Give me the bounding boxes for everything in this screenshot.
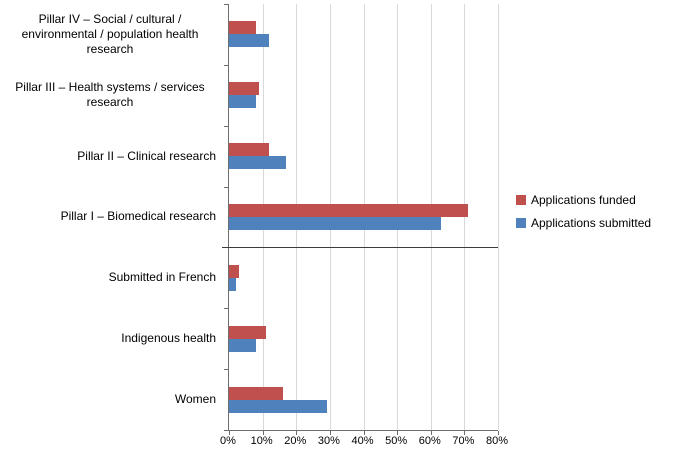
category-label-text: Submitted in French	[108, 270, 216, 285]
legend-label-funded: Applications funded	[531, 193, 636, 207]
y-tickmark	[224, 369, 228, 371]
category-label: Pillar IV – Social / cultural / environm…	[0, 4, 222, 65]
category-label-text: Pillar IV – Social / cultural / environm…	[21, 11, 199, 56]
bar-submitted	[229, 216, 441, 230]
x-tickmark	[498, 431, 499, 435]
x-tickmark	[262, 431, 264, 435]
y-tickmark	[224, 430, 228, 431]
category-label-text: Pillar II – Clinical research	[77, 148, 216, 163]
x-tickmark	[430, 431, 432, 435]
bar-group	[229, 4, 498, 65]
category-group-separator	[222, 247, 498, 249]
y-tickmark	[224, 64, 228, 66]
category-label: Pillar II – Clinical research	[0, 126, 222, 187]
legend-entry-submitted: Applications submitted	[516, 216, 651, 230]
bar-funded	[229, 203, 468, 217]
x-tickmark	[363, 431, 365, 435]
legend-swatch-funded-icon	[516, 195, 526, 205]
bar-funded	[229, 21, 256, 35]
category-label: Pillar III – Health systems / services r…	[0, 65, 222, 126]
bar-group	[229, 369, 498, 430]
x-tickmark	[464, 431, 466, 435]
x-tickmark	[329, 431, 331, 435]
x-tick-label: 50%	[385, 435, 408, 447]
bar-funded	[229, 325, 266, 339]
y-tickmark	[224, 308, 228, 310]
bar-submitted	[229, 95, 256, 109]
y-tickmark	[224, 4, 228, 5]
bar-funded	[229, 264, 240, 278]
bar-funded	[229, 386, 283, 400]
legend-swatch-submitted-icon	[516, 218, 526, 228]
category-label: Women	[0, 369, 222, 430]
category-labels: Pillar IV – Social / cultural / environm…	[0, 4, 222, 430]
gridline	[498, 4, 499, 430]
plot-area	[222, 4, 499, 435]
gridline	[464, 4, 466, 430]
x-tick-label: 80%	[485, 435, 509, 447]
category-label: Submitted in French	[0, 247, 222, 308]
x-tickmark	[229, 431, 230, 435]
x-tick-label: 70%	[452, 435, 475, 447]
bar-submitted	[229, 399, 327, 413]
bar-group	[229, 65, 498, 126]
bar-submitted	[229, 156, 287, 170]
legend-label-submitted: Applications submitted	[531, 216, 652, 230]
bar-group	[229, 126, 498, 187]
bar-submitted	[229, 34, 270, 48]
x-tick-label: 60%	[418, 435, 441, 447]
category-label-text: Women	[174, 392, 216, 407]
category-label-text: Pillar I – Biomedical research	[60, 209, 216, 224]
bar-submitted	[229, 277, 236, 291]
x-tick-label: 30%	[317, 435, 340, 447]
x-axis: 0% 10% 20% 30% 40% 50% 60% 70% 80%	[220, 435, 508, 451]
y-tickmark	[224, 186, 228, 188]
bar-funded	[229, 82, 260, 96]
bar-submitted	[229, 338, 256, 352]
x-tickmark	[296, 431, 298, 435]
x-tick-label: 10%	[250, 435, 273, 447]
legend-entry-funded: Applications funded	[516, 193, 651, 207]
x-tick-label: 20%	[284, 435, 307, 447]
bar-group	[229, 247, 498, 308]
category-label: Indigenous health	[0, 308, 222, 369]
bar-funded	[229, 143, 270, 157]
category-label-text: Indigenous health	[121, 331, 216, 346]
x-tick-label: 0%	[220, 435, 236, 447]
x-tickmark	[397, 431, 399, 435]
category-label-text: Pillar III – Health systems / services r…	[15, 80, 205, 110]
bar-group	[229, 308, 498, 369]
y-tickmark	[224, 125, 228, 127]
category-label: Pillar I – Biomedical research	[0, 187, 222, 248]
bar-group	[229, 187, 498, 248]
legend: Applications funded Applications submitt…	[516, 193, 651, 239]
x-tick-label: 40%	[351, 435, 374, 447]
